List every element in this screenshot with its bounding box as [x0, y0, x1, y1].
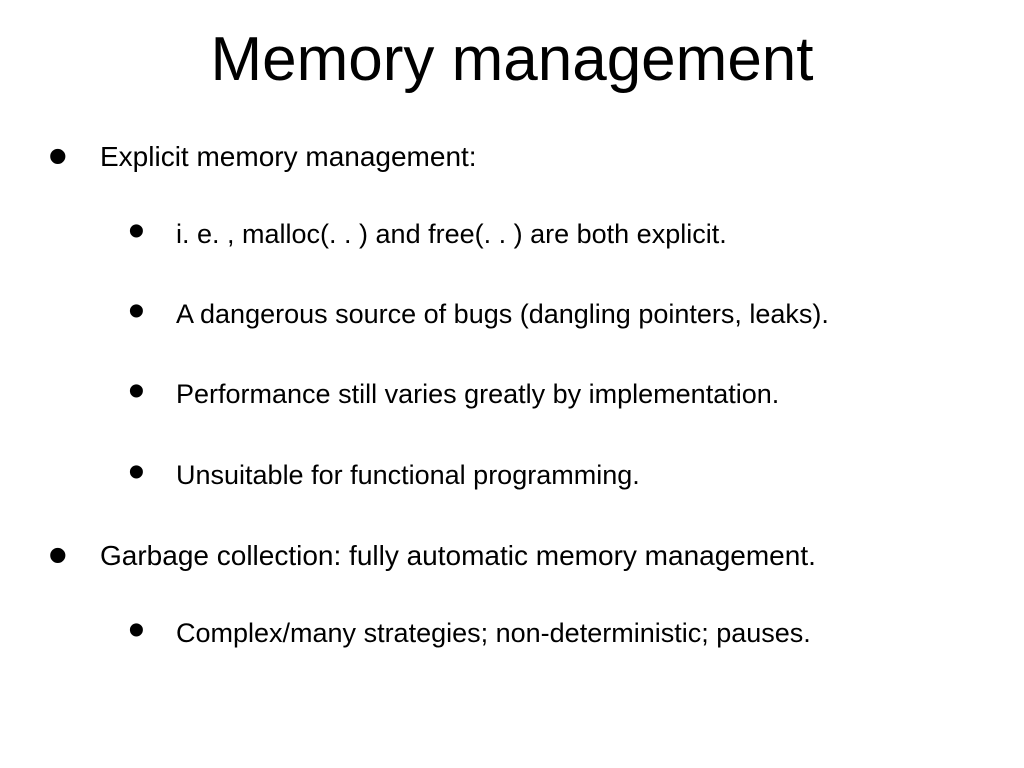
list-item-text: A dangerous source of bugs (dangling poi…	[176, 299, 829, 329]
sub-list: i. e. , malloc(. . ) and free(. . ) are …	[128, 218, 994, 492]
list-item: Garbage collection: fully automatic memo…	[48, 539, 994, 649]
list-item: Complex/many strategies; non-determinist…	[128, 617, 994, 649]
list-item-text: Performance still varies greatly by impl…	[176, 379, 779, 409]
list-item: i. e. , malloc(. . ) and free(. . ) are …	[128, 218, 994, 250]
sub-list: Complex/many strategies; non-determinist…	[128, 617, 994, 649]
slide-title: Memory management	[0, 24, 1024, 95]
bullet-list: Explicit memory management: i. e. , mall…	[48, 140, 994, 649]
list-item-text: Explicit memory management:	[100, 141, 477, 172]
slide: Memory management Explicit memory manage…	[0, 0, 1024, 768]
list-item: Unsuitable for functional programming.	[128, 459, 994, 491]
list-item-text: i. e. , malloc(. . ) and free(. . ) are …	[176, 219, 727, 249]
list-item-text: Unsuitable for functional programming.	[176, 460, 640, 490]
list-item: Explicit memory management: i. e. , mall…	[48, 140, 994, 491]
slide-body: Explicit memory management: i. e. , mall…	[48, 140, 994, 697]
list-item-text: Garbage collection: fully automatic memo…	[100, 540, 816, 571]
list-item: Performance still varies greatly by impl…	[128, 378, 994, 410]
list-item: A dangerous source of bugs (dangling poi…	[128, 298, 994, 330]
list-item-text: Complex/many strategies; non-determinist…	[176, 618, 811, 648]
